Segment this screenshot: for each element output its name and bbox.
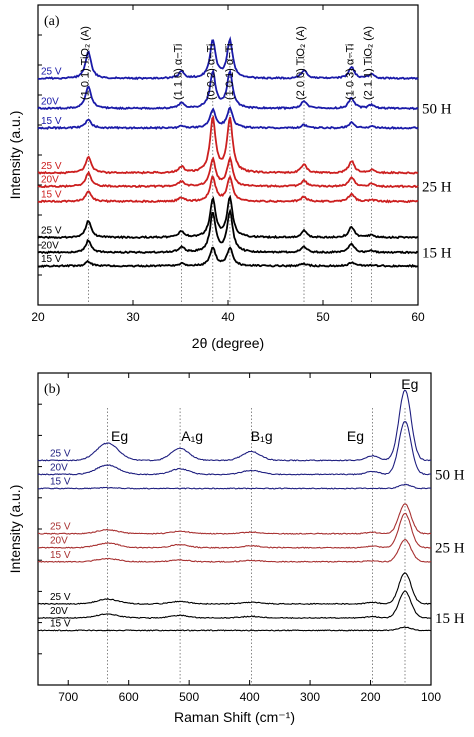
duration-label: 50 H: [435, 467, 465, 483]
panel-label: (a): [44, 14, 60, 29]
series-label: 15 V: [50, 550, 71, 561]
y-axis-title: Intensity (a.u.): [7, 485, 23, 574]
x-tick-label: 40: [221, 310, 235, 324]
x-axis-title: 2θ (degree): [192, 335, 264, 351]
x-tick-label: 400: [240, 690, 260, 704]
series-line: [37, 590, 432, 620]
series-line: [37, 174, 419, 204]
series-line: [37, 68, 419, 111]
series-line: [37, 36, 419, 81]
duration-label: 25 H: [435, 541, 465, 557]
series-label: 15 V: [50, 618, 71, 629]
mode-label: Eg: [401, 376, 418, 392]
duration-label: 50 H: [422, 102, 452, 118]
series-line: [37, 155, 419, 189]
x-tick-label: 20: [31, 310, 45, 324]
series-line: [37, 503, 432, 535]
x-tick-label: 60: [411, 310, 425, 324]
x-tick-label: 600: [119, 690, 139, 704]
mode-label: Eg: [111, 428, 128, 444]
series-label: 20V: [50, 606, 68, 617]
series-label: 25 V: [41, 67, 62, 78]
series-line: [37, 626, 432, 632]
series-line: [37, 572, 432, 605]
series-line: [37, 483, 432, 490]
x-axis-title: Raman Shift (cm⁻¹): [174, 709, 295, 725]
series-label: 20V: [50, 536, 68, 547]
series-label: 25 V: [50, 448, 71, 459]
series-line: [37, 208, 419, 255]
duration-label: 15 H: [435, 611, 465, 627]
series-label: 25 V: [50, 522, 71, 533]
x-tick-label: 500: [179, 690, 199, 704]
series-label: 20V: [41, 241, 59, 252]
peak-label: (2 1 1) TiO₂ (A): [362, 26, 374, 100]
series-line: [37, 539, 432, 563]
x-tick-label: 50: [316, 310, 330, 324]
series-label: 20V: [41, 97, 59, 108]
series-label: 15 V: [50, 476, 71, 487]
panel-label: (b): [44, 382, 61, 397]
series-label: 20V: [41, 175, 59, 186]
series-label: 20V: [50, 462, 68, 473]
mode-label: Eg: [347, 428, 364, 444]
peak-label: (1 0 1) α−Ti: [224, 44, 236, 100]
x-tick-label: 200: [361, 690, 381, 704]
series-label: 15 V: [41, 116, 62, 127]
series-line: [37, 389, 432, 462]
x-tick-label: 300: [300, 690, 320, 704]
series-line: [37, 421, 431, 476]
peak-label: (1 0 1) TiO₂ (A): [79, 26, 91, 100]
series-label: 15 V: [41, 254, 62, 265]
series-label: 25 V: [50, 592, 71, 603]
peak-label: (1 0 3) α−Ti: [344, 44, 356, 100]
x-tick-label: 30: [126, 310, 140, 324]
series-label: 25 V: [41, 226, 62, 237]
duration-label: 15 H: [422, 246, 452, 262]
peak-label: (2 0 0) TiO₂ (A): [295, 26, 307, 100]
peak-label: (0 0 2) α−Ti: [206, 44, 218, 100]
series-label: 25 V: [41, 161, 62, 172]
series-line: [37, 106, 419, 131]
duration-label: 25 H: [422, 180, 452, 196]
series-line: [37, 246, 419, 269]
y-axis-title: Intensity (a.u.): [7, 111, 23, 200]
peak-label: (1 1 0) α−Ti: [172, 44, 184, 100]
series-line: [37, 115, 419, 175]
chart-panel-a: 25 V 20V 15 V 50 H 25 V 20V 15 V 25 H 25 V 20V 15 …: [7, 4, 452, 351]
x-tick-label: 700: [58, 690, 78, 704]
x-tick-label: 100: [421, 690, 441, 704]
mode-label: A₁g: [181, 428, 203, 444]
series-line: [37, 194, 419, 240]
series-label: 15 V: [41, 190, 62, 201]
mode-label: B₁g: [251, 428, 273, 444]
series-line: [37, 512, 432, 549]
